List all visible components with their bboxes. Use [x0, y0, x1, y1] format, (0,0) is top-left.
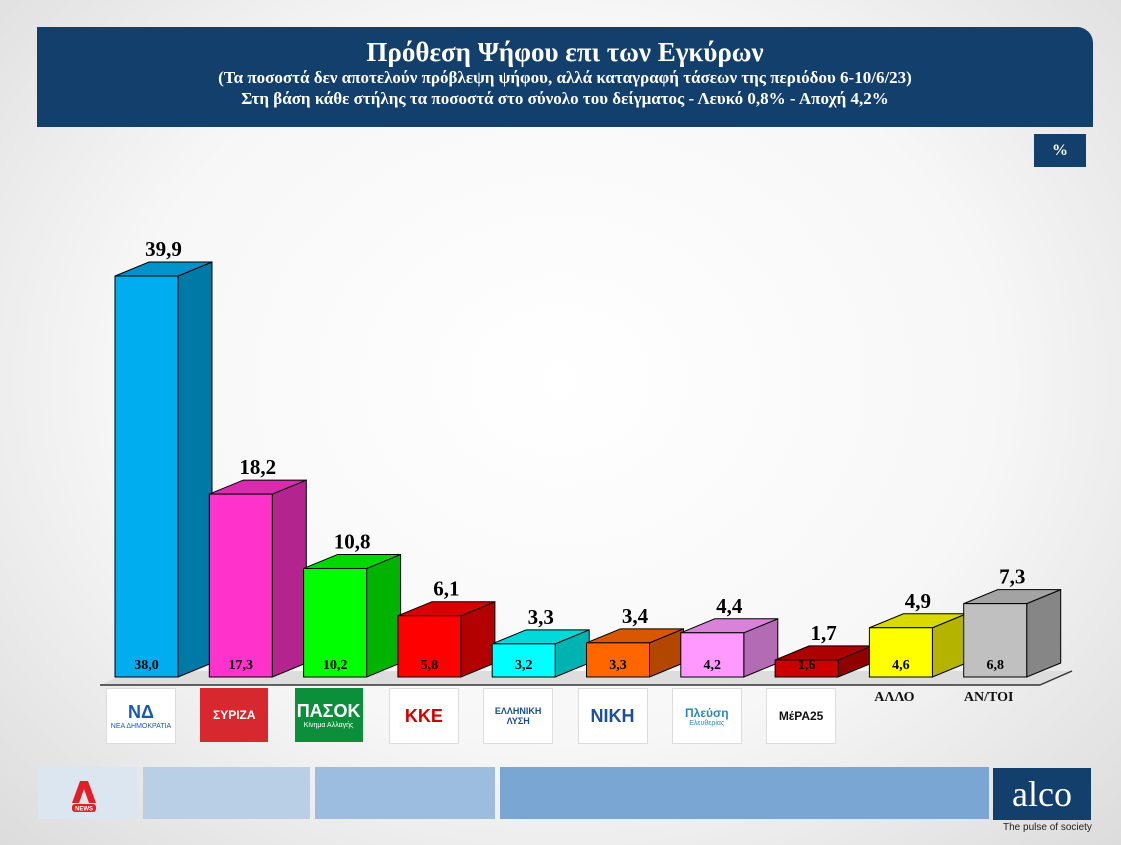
bar-1 [114, 275, 179, 678]
chart-title: Πρόθεση Ψήφου επι των Εγκύρων [366, 37, 764, 67]
bar-value-label-6: 3,4 [622, 604, 649, 628]
bar-value-label-1: 39,9 [145, 237, 182, 261]
plefsi-logo-icon: Πλεύση Ελευθερίας [671, 688, 742, 744]
party-logo-text-1: ΝΔ [128, 702, 154, 722]
bar-7 [680, 632, 745, 678]
bar-value-label-4: 6,1 [433, 577, 459, 601]
party-logo-text-2: ΣΥΡΙΖΑ [213, 708, 256, 722]
syriza-logo-icon: ΣΥΡΙΖΑ [200, 688, 269, 742]
party-logo-subtext-1: ΝΕΑ ΔΗΜΟΚΡΑΤΙΑ [110, 723, 172, 730]
bar-base-label-10: 6,8 [986, 658, 1004, 673]
footer-bar-3 [500, 767, 989, 819]
bar-base-label-4: 5,8 [421, 658, 439, 673]
bar-9 [868, 627, 933, 678]
bar-side-1 [177, 261, 213, 678]
bar-value-label-5: 3,3 [528, 605, 554, 629]
niki-logo-icon: ΝΙΚΗ [577, 688, 648, 744]
bar-2 [208, 493, 273, 678]
party-logo-text-6: ΝΙΚΗ [590, 705, 635, 726]
bar-base-label-1: 38,0 [134, 658, 159, 673]
party-logo-subtext-7: Ελευθερίας [689, 719, 725, 727]
elliniki-lysi-logo-icon: ΕΛΛΗΝΙΚΗ ΛΥΣΗ [483, 688, 554, 744]
bar-base-label-2: 17,3 [229, 658, 254, 673]
alco-tagline: The pulse of society [1003, 822, 1092, 833]
bar-value-label-8: 1,7 [810, 621, 836, 645]
category-label-10: ΑΝ/ΤΟΙ [963, 690, 1014, 705]
bar-side-3 [366, 553, 402, 678]
mera25-logo-icon: ΜέΡΑ25 [766, 688, 837, 744]
bar-5 [491, 643, 556, 678]
bar-base-label-8: 1,6 [798, 658, 816, 673]
kke-logo-icon: ΚΚΕ [388, 688, 459, 744]
chart-baseline-depth [1039, 670, 1073, 686]
alpha-news-logo-icon: NEWS [72, 781, 96, 813]
bar-base-label-6: 3,3 [609, 658, 627, 673]
bar-value-label-7: 4,4 [716, 594, 743, 618]
bar-value-label-2: 18,2 [239, 455, 276, 479]
bar-value-label-10: 7,3 [999, 565, 1025, 589]
chart-header: Πρόθεση Ψήφου επι των Εγκύρων (Τα ποσοστ… [37, 27, 1093, 127]
party-logo-text-3: ΠΑΣΟΚ [296, 701, 361, 721]
chart-subtitle-2: Στη βάση κάθε στήλης τα ποσοστά στο σύνο… [241, 89, 889, 108]
footer-bar-1 [143, 767, 310, 819]
chart-subtitle-1: (Τα ποσοστά δεν αποτελούν πρόβλεψη ψήφου… [218, 68, 912, 87]
party-logo-text-8: ΜέΡΑ25 [778, 709, 824, 723]
bar-10 [963, 603, 1028, 678]
bar-base-label-9: 4,6 [892, 658, 910, 673]
bar-8 [774, 659, 839, 678]
bar-base-label-5: 3,2 [515, 658, 533, 673]
party-logo-subtext-3: Κίνημα Αλλαγής [303, 722, 354, 729]
pasok-logo-icon: ΠΑΣΟΚ Κίνημα Αλλαγής [294, 688, 363, 742]
bar-base-label-7: 4,2 [704, 658, 722, 673]
alco-logo: alco [993, 768, 1091, 820]
bar-4 [397, 615, 462, 678]
party-logo-text-5: ΕΛΛΗΝΙΚΗ ΛΥΣΗ [494, 706, 542, 726]
alpha-news-text: NEWS [75, 807, 93, 813]
bar-side-2 [271, 479, 307, 678]
unit-badge: % [1034, 134, 1086, 167]
bar-base-label-3: 10,2 [323, 658, 348, 673]
footer-alpha-panel: NEWS [38, 767, 138, 819]
category-label-9: ΑΛΛΟ [874, 690, 915, 705]
footer-bar-2 [315, 767, 495, 819]
nd-logo-icon: ΝΔ ΝΕΑ ΔΗΜΟΚΡΑΤΙΑ [106, 688, 176, 744]
party-logo-text-7: Πλεύση [685, 705, 729, 720]
bar-value-label-3: 10,8 [334, 529, 371, 553]
bar-6 [586, 642, 650, 678]
bar-3 [303, 567, 368, 678]
bar-side-10 [1026, 588, 1062, 678]
party-logo-text-4: ΚΚΕ [404, 705, 443, 726]
bar-value-label-9: 4,9 [905, 589, 931, 613]
